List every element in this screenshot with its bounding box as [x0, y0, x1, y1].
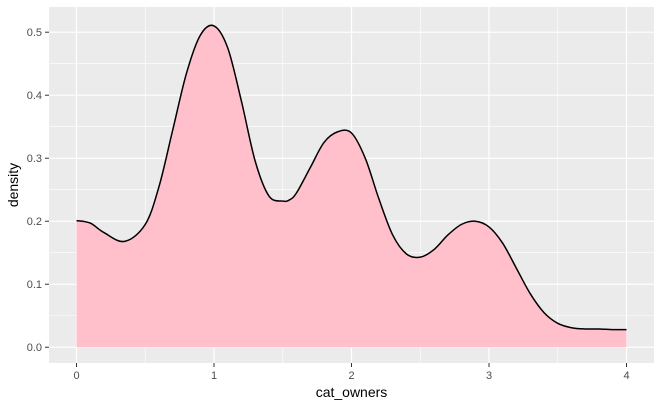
- y-tick-label: 0.0: [27, 342, 42, 354]
- x-tick-label: 2: [348, 370, 354, 382]
- y-tick-label: 0.5: [27, 27, 42, 39]
- density-curve: [76, 24, 627, 331]
- y-axis: 0.0 0.1 0.2 0.3 0.4 0.5: [27, 27, 49, 354]
- x-axis: 0 1 2 3 4: [73, 363, 630, 382]
- x-tick-label: 3: [486, 370, 492, 382]
- x-tick-label: 0: [73, 370, 79, 382]
- y-tick-label: 0.2: [27, 216, 42, 228]
- y-tick-label: 0.4: [27, 90, 42, 102]
- x-tick-label: 4: [623, 370, 629, 382]
- density-area: [76, 25, 627, 348]
- y-axis-title: density: [5, 163, 21, 207]
- x-tick-label: 1: [211, 370, 217, 382]
- y-tick-label: 0.1: [27, 279, 42, 291]
- x-axis-title: cat_owners: [316, 384, 388, 400]
- y-tick-label: 0.3: [27, 153, 42, 165]
